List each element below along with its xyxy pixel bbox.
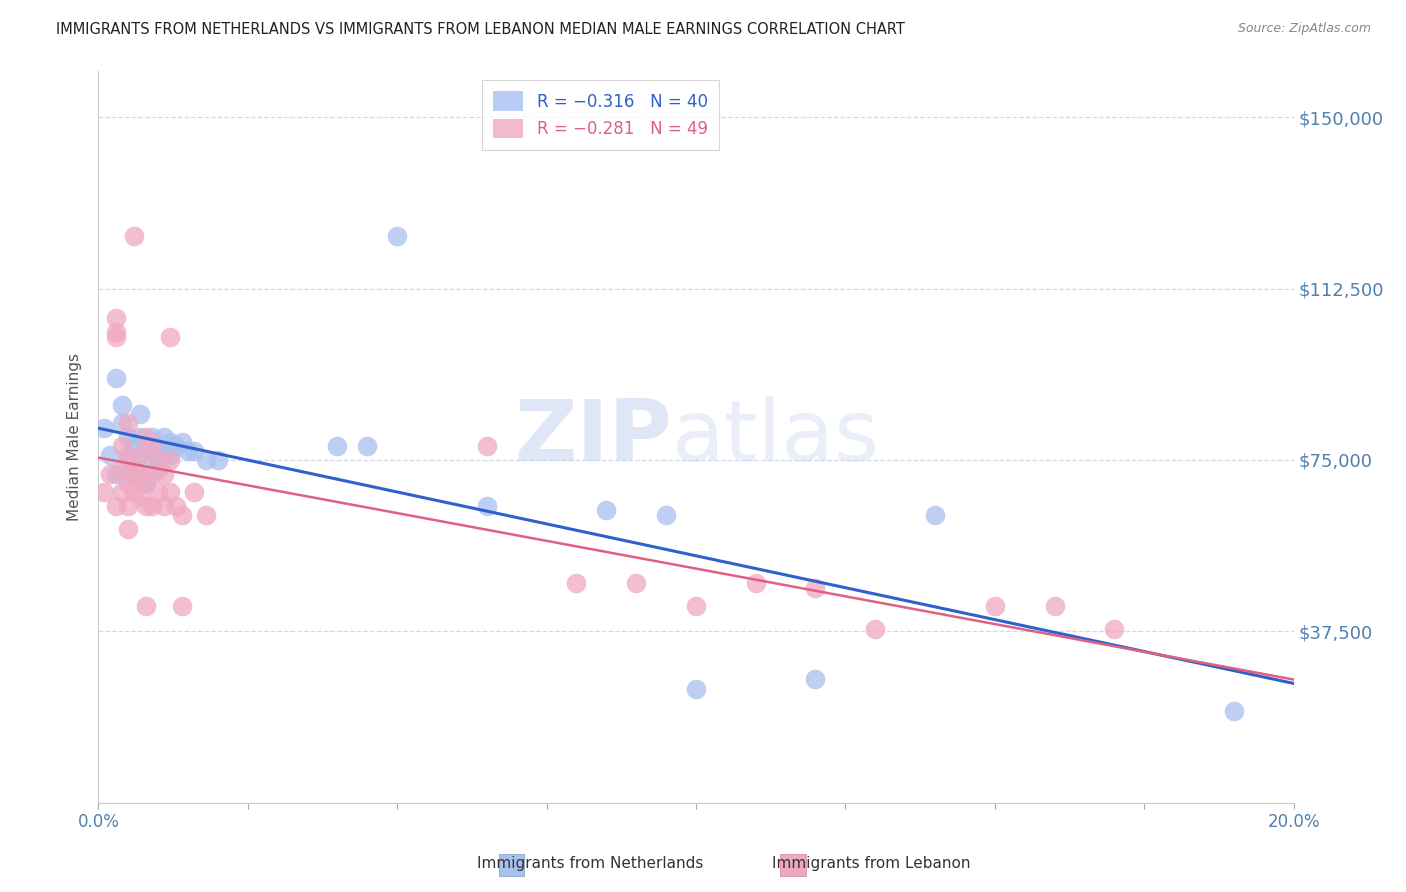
Point <box>655 508 678 522</box>
Point <box>117 467 139 481</box>
Point <box>98 448 122 462</box>
Point <box>159 434 181 449</box>
Point <box>117 499 139 513</box>
Point <box>159 329 181 343</box>
Text: Immigrants from Netherlands: Immigrants from Netherlands <box>477 856 704 871</box>
Point <box>865 622 887 636</box>
Point <box>165 499 187 513</box>
Point <box>117 448 139 462</box>
Point <box>129 467 152 481</box>
Point <box>1104 622 1126 636</box>
Point <box>111 417 134 431</box>
Text: ZIP: ZIP <box>515 395 672 479</box>
Point <box>1223 705 1246 719</box>
Point <box>475 499 498 513</box>
Point <box>124 439 146 453</box>
Point <box>117 453 139 467</box>
Point <box>124 484 146 499</box>
Point <box>172 599 194 614</box>
Point <box>117 430 139 444</box>
Point <box>129 430 152 444</box>
Point <box>153 499 176 513</box>
Point <box>595 503 617 517</box>
Point <box>135 439 157 453</box>
Point <box>124 462 146 476</box>
Point <box>148 448 170 462</box>
Point <box>183 484 205 499</box>
Point <box>141 499 163 513</box>
Point <box>172 508 194 522</box>
Point <box>141 430 163 444</box>
Point <box>111 439 134 453</box>
Text: Immigrants from Lebanon: Immigrants from Lebanon <box>772 856 972 871</box>
Point <box>804 673 827 687</box>
Point <box>117 475 139 490</box>
Point <box>183 443 205 458</box>
Point <box>105 370 128 384</box>
Point <box>745 576 768 591</box>
Point <box>93 421 115 435</box>
Point <box>165 439 187 453</box>
Point <box>135 499 157 513</box>
Point <box>117 521 139 535</box>
Point <box>159 484 181 499</box>
Point <box>135 453 157 467</box>
Point <box>565 576 588 591</box>
Point <box>111 462 134 476</box>
Point <box>207 453 229 467</box>
Point <box>356 439 378 453</box>
Point <box>177 443 200 458</box>
Text: IMMIGRANTS FROM NETHERLANDS VS IMMIGRANTS FROM LEBANON MEDIAN MALE EARNINGS CORR: IMMIGRANTS FROM NETHERLANDS VS IMMIGRANT… <box>56 22 905 37</box>
Point <box>117 417 139 431</box>
Point <box>124 228 146 243</box>
Point <box>111 484 134 499</box>
Point <box>148 453 170 467</box>
Point <box>172 434 194 449</box>
Point <box>153 467 176 481</box>
Point <box>105 325 128 339</box>
Point <box>105 467 128 481</box>
Point <box>984 599 1007 614</box>
Point <box>105 499 128 513</box>
Point <box>105 329 128 343</box>
Point <box>153 430 176 444</box>
Text: Source: ZipAtlas.com: Source: ZipAtlas.com <box>1237 22 1371 36</box>
Point <box>105 311 128 326</box>
Text: atlas: atlas <box>672 395 880 479</box>
Point <box>98 467 122 481</box>
Point <box>129 407 152 421</box>
Point <box>124 467 146 481</box>
Point <box>153 448 176 462</box>
Point <box>129 448 152 462</box>
Point <box>129 490 152 504</box>
Y-axis label: Median Male Earnings: Median Male Earnings <box>67 353 83 521</box>
Point <box>326 439 349 453</box>
Point <box>159 448 181 462</box>
Point <box>93 484 115 499</box>
Point <box>141 443 163 458</box>
Point <box>135 475 157 490</box>
Point <box>148 462 170 476</box>
Point <box>135 599 157 614</box>
Point <box>804 581 827 595</box>
Point <box>135 475 157 490</box>
Point <box>195 508 218 522</box>
Point <box>141 467 163 481</box>
Point <box>475 439 498 453</box>
Point <box>1043 599 1066 614</box>
Point <box>195 453 218 467</box>
Legend: R = −0.316   N = 40, R = −0.281   N = 49: R = −0.316 N = 40, R = −0.281 N = 49 <box>481 79 720 150</box>
Point <box>141 439 163 453</box>
Point <box>159 453 181 467</box>
Point <box>685 599 707 614</box>
Point <box>924 508 946 522</box>
Point <box>135 430 157 444</box>
Point <box>148 484 170 499</box>
Point <box>385 228 409 243</box>
Point <box>685 681 707 696</box>
Point <box>111 398 134 412</box>
Point <box>626 576 648 591</box>
